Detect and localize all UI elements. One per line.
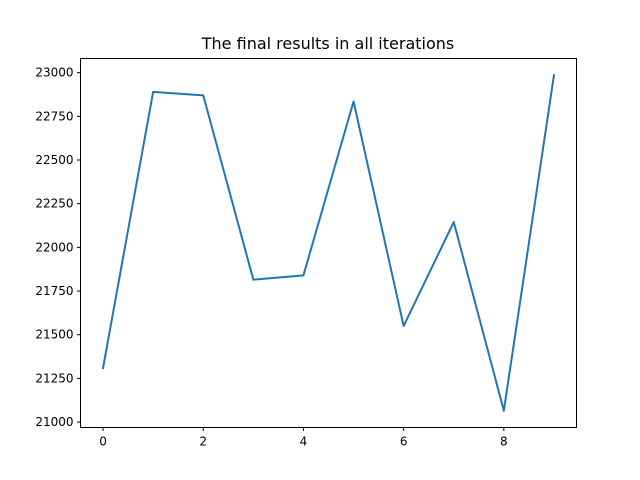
y-tick-label: 22500 <box>35 153 73 167</box>
x-tick-label: 2 <box>199 435 207 449</box>
y-tick-label: 21250 <box>35 371 73 385</box>
y-tick-label: 23000 <box>35 66 73 80</box>
plot-area <box>101 74 556 412</box>
y-tick-label: 21000 <box>35 415 73 429</box>
chart-title: The final results in all iterations <box>201 34 454 53</box>
y-tick-label: 22250 <box>35 197 73 211</box>
x-tick-label: 6 <box>400 435 408 449</box>
x-tick-label: 8 <box>500 435 508 449</box>
y-tick-label: 21500 <box>35 328 73 342</box>
y-tick-label: 22750 <box>35 109 73 123</box>
y-axis: 21000 21250 21500 21750 22000 22250 22500 22750… <box>35 66 81 429</box>
axes-frame <box>80 58 577 428</box>
y-tick-label: 22000 <box>35 240 73 254</box>
x-tick-label: 0 <box>99 435 107 449</box>
x-axis: 0 2 4 6 8 <box>99 427 508 449</box>
x-tick-label: 4 <box>300 435 308 449</box>
series-line-0 <box>101 74 556 412</box>
y-tick-label: 21750 <box>35 284 73 298</box>
